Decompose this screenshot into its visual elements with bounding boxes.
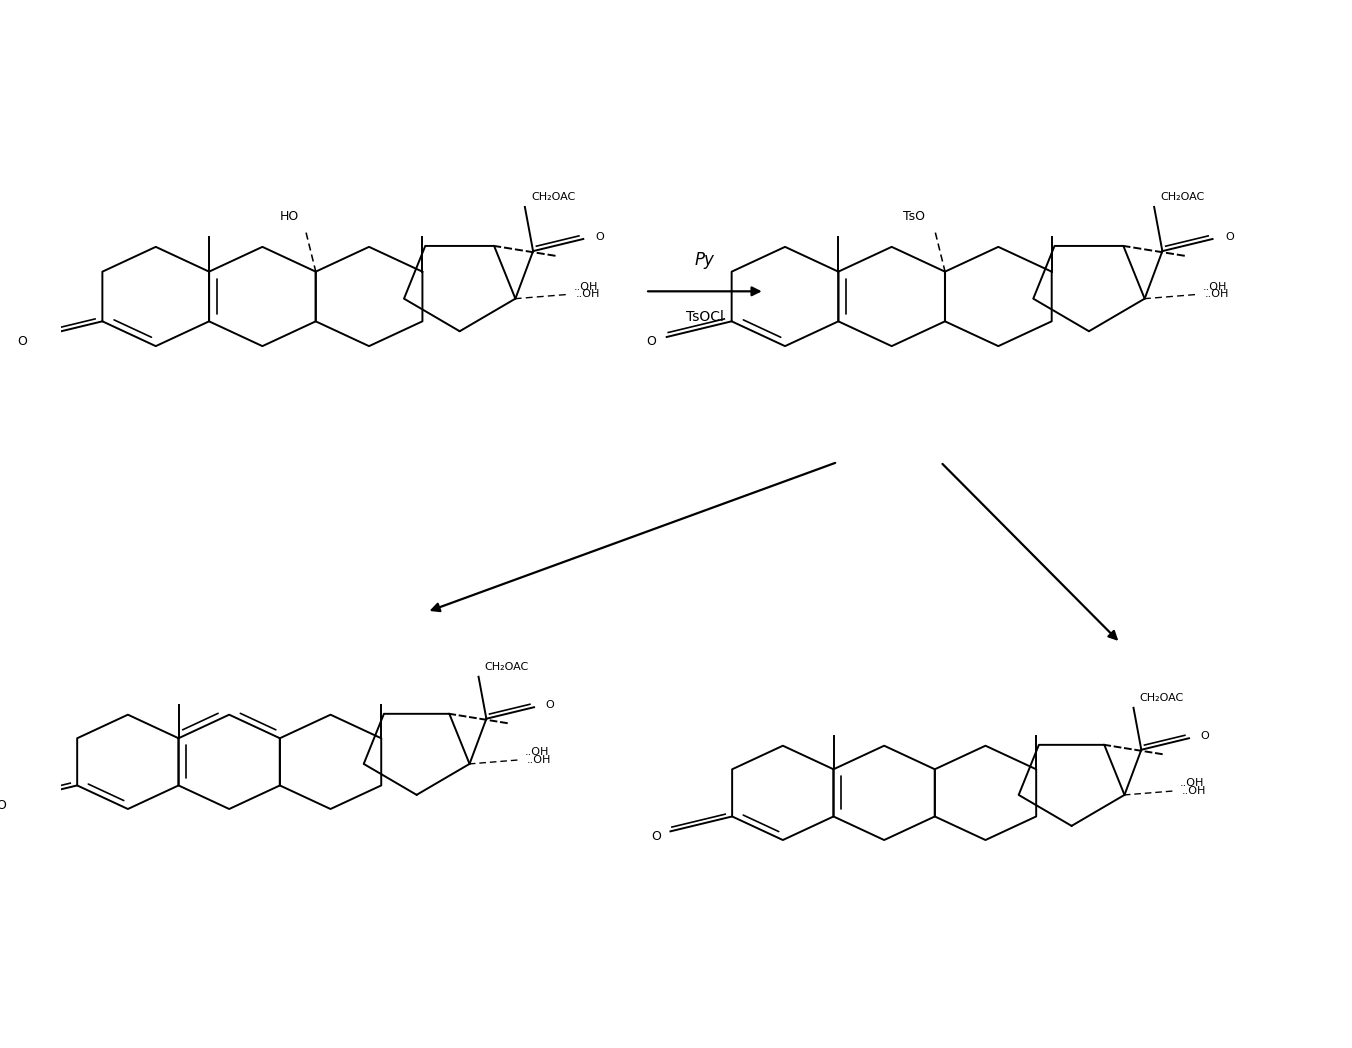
Text: TsOCl: TsOCl <box>685 310 723 324</box>
Text: O: O <box>596 232 604 241</box>
Text: O: O <box>1225 232 1233 241</box>
Text: O: O <box>646 335 656 349</box>
Text: O: O <box>1201 730 1210 741</box>
Text: ..OH: ..OH <box>1203 282 1228 291</box>
Text: ..OH: ..OH <box>527 755 552 765</box>
Text: Py: Py <box>695 250 715 268</box>
Text: CH₂OAC: CH₂OAC <box>484 662 529 672</box>
Text: ..OH: ..OH <box>573 282 598 291</box>
Text: ..OH: ..OH <box>525 747 549 758</box>
Text: ..OH: ..OH <box>1205 289 1229 300</box>
Text: CH₂OAC: CH₂OAC <box>1160 192 1205 202</box>
Text: O: O <box>18 335 27 349</box>
Text: O: O <box>650 830 661 843</box>
Text: CH₂OAC: CH₂OAC <box>531 192 576 202</box>
Text: O: O <box>0 799 5 811</box>
Text: TsO: TsO <box>903 210 925 223</box>
Text: ..OH: ..OH <box>1180 779 1205 788</box>
Text: O: O <box>546 700 554 709</box>
Text: HO: HO <box>280 210 299 223</box>
Text: CH₂OAC: CH₂OAC <box>1140 693 1183 703</box>
Text: ..OH: ..OH <box>576 289 600 300</box>
Text: ..OH: ..OH <box>1182 786 1206 795</box>
